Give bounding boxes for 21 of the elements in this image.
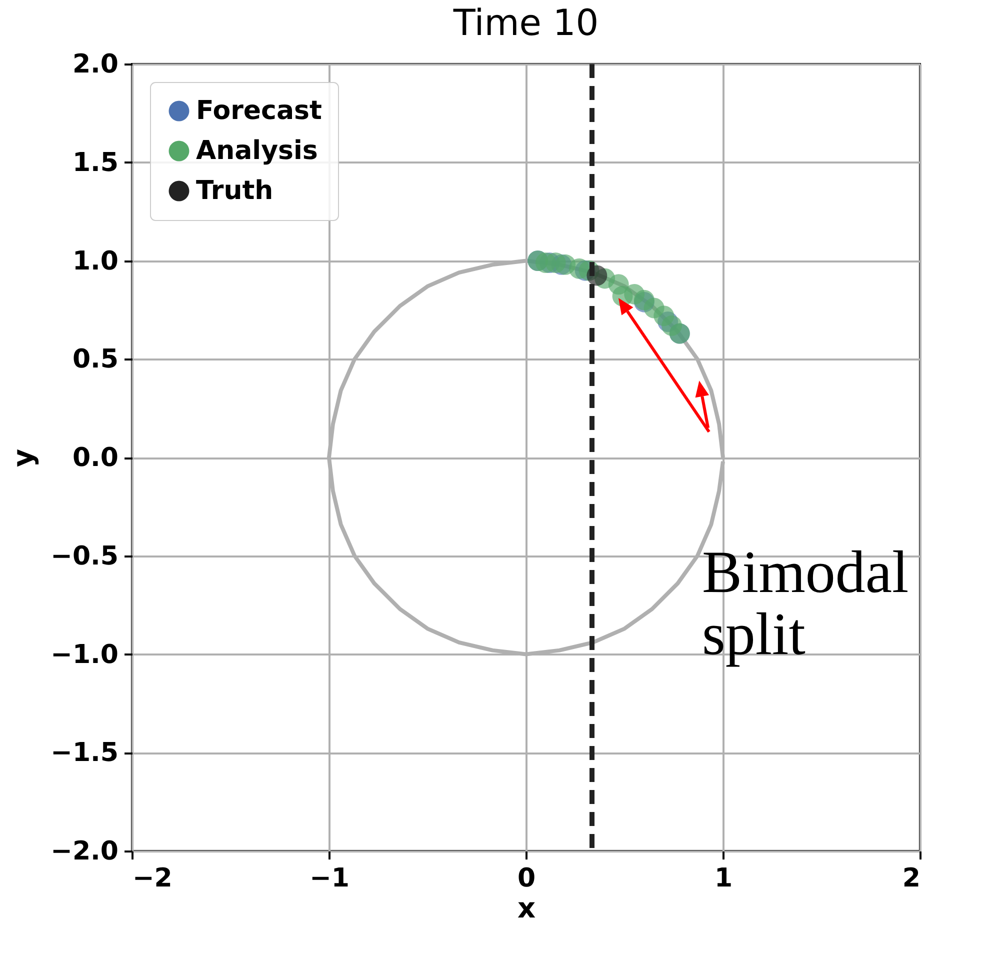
chart-title: Time 10 <box>452 3 599 44</box>
y-tick-label: 2.0 <box>72 50 118 80</box>
annotation: Bimodal split <box>702 539 909 667</box>
y-tick-label: −1.5 <box>50 738 118 768</box>
y-tick-label: 1.5 <box>72 148 118 178</box>
legend-label: Forecast <box>196 96 322 126</box>
y-axis-title: y <box>6 448 40 468</box>
x-tick-label: 0 <box>517 864 536 894</box>
y-tick-label: −0.5 <box>50 541 118 572</box>
y-tick-label: 1.0 <box>72 246 118 276</box>
x-tick-label: 2 <box>902 864 920 894</box>
legend-label: Truth <box>196 176 274 206</box>
x-tick-label: −2 <box>132 864 172 894</box>
y-tick-label: 0.5 <box>72 344 118 375</box>
y-tick-label: 0.0 <box>72 443 118 473</box>
y-tick-label: −1.0 <box>50 640 118 670</box>
x-tick-label: 1 <box>714 864 733 894</box>
y-tick-label: −2.0 <box>50 836 118 866</box>
x-axis-title: x <box>517 892 536 924</box>
legend-label: Analysis <box>196 136 318 166</box>
x-tick-label: −1 <box>310 864 350 894</box>
